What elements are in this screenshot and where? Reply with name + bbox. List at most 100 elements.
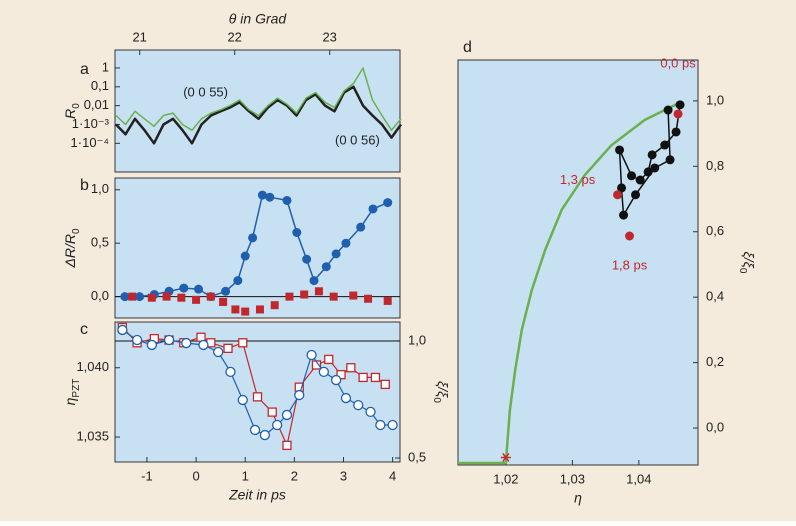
y-axis-label-text: ΔR/R: [62, 234, 78, 269]
marker: [233, 276, 243, 286]
marker: [321, 262, 331, 272]
marker: [292, 228, 302, 238]
marker: [500, 453, 511, 462]
marker: [353, 399, 364, 411]
marker: [179, 283, 189, 293]
y-tick-label: 0,6: [706, 223, 724, 238]
x-tick-label: 2: [291, 468, 298, 483]
y2-tick-label: 1,0: [408, 332, 426, 347]
marker: [665, 155, 675, 165]
y-tick-label: 1·10⁻⁴: [71, 135, 109, 150]
y-axis-label-sub: PZT: [71, 379, 82, 398]
plot-area: [114, 321, 401, 463]
marker: [375, 419, 386, 431]
marker: [324, 354, 334, 365]
marker: [383, 296, 392, 305]
marker: [128, 292, 137, 301]
panel: a 1 0,1 0,01 1·10⁻³ 1·10⁻⁴ 21 22 23 θ in Grad (0 0…: [71, 11, 403, 173]
marker: [673, 109, 683, 119]
marker: [177, 293, 186, 302]
marker: [631, 190, 641, 200]
y-axis-label: ηPZT: [62, 379, 82, 406]
marker: [309, 276, 319, 286]
plot-area: [114, 49, 401, 173]
x-tick-label: 4: [389, 468, 396, 483]
marker: [660, 140, 670, 150]
y-axis-label: R0: [62, 103, 82, 119]
marker: [281, 409, 293, 421]
marker: [341, 238, 351, 248]
marker: [267, 407, 277, 417]
marker: [231, 305, 240, 314]
y-tick-label: 1,0: [91, 181, 109, 196]
marker: [300, 290, 309, 299]
marker: [248, 233, 258, 243]
x-tick-label: 0: [192, 468, 199, 483]
annotation: (0 0 56): [335, 132, 380, 147]
marker: [314, 287, 323, 296]
marker: [272, 419, 283, 431]
marker: [162, 292, 171, 301]
marker: [249, 424, 261, 436]
y-tick-label: 1·10⁻³: [72, 116, 110, 131]
annotation: (0 0 55): [183, 84, 228, 99]
marker: [318, 366, 329, 378]
marker: [675, 100, 685, 110]
marker: [270, 301, 279, 310]
x-axis-label: η: [574, 490, 582, 506]
y-axis-label-sub: 0: [71, 103, 82, 109]
marker: [356, 222, 366, 232]
panel: b 0,0 0,5 1,0: [80, 177, 401, 319]
x-tick-label: 1,04: [626, 471, 651, 486]
y-tick-label: 1,040: [76, 359, 109, 374]
marker: [306, 349, 317, 361]
marker: [346, 363, 356, 373]
marker: [194, 284, 204, 294]
marker: [647, 150, 657, 160]
y-axis-label-text: R: [62, 109, 78, 119]
y2-tick-label: 0,5: [408, 449, 426, 464]
y-axis-label: ΔR/R0: [62, 228, 82, 269]
x-tick-label: 1: [242, 468, 249, 483]
marker: [330, 374, 342, 386]
marker: [206, 292, 215, 301]
series-line: [122, 329, 393, 436]
marker: [285, 292, 294, 301]
marker: [265, 192, 275, 202]
marker: [198, 339, 209, 351]
y2-axis-label-sub: 0: [431, 397, 442, 403]
marker: [368, 204, 378, 214]
marker: [619, 210, 629, 220]
marker: [617, 183, 627, 193]
marker: [370, 372, 381, 383]
series-line: [115, 67, 402, 131]
plot-area: [457, 59, 699, 466]
x-tick-label: 21: [132, 29, 146, 44]
marker: [615, 145, 625, 155]
marker: [358, 372, 368, 383]
marker: [120, 292, 130, 302]
marker: [241, 307, 250, 316]
marker: [282, 440, 292, 451]
marker: [219, 297, 228, 306]
marker: [147, 293, 156, 302]
y-axis-label-sub: 0: [737, 268, 748, 274]
marker: [240, 251, 250, 261]
y-tick-label: 0,0: [91, 288, 109, 303]
x-tick-label: 3: [340, 468, 347, 483]
marker: [282, 195, 292, 205]
panel-letter: a: [80, 61, 89, 78]
marker: [237, 394, 248, 406]
marker: [192, 295, 201, 304]
x-tick-label: 1,03: [560, 471, 585, 486]
marker: [252, 392, 263, 402]
marker: [213, 346, 224, 358]
y-tick-label: 0,8: [706, 158, 724, 173]
y-tick-label: 0,4: [706, 289, 724, 304]
y2-axis-label-text: ξ/ξ: [435, 381, 451, 398]
marker: [259, 429, 271, 441]
marker: [643, 167, 653, 177]
x-tick-label: 23: [322, 29, 336, 44]
y-axis-label-text: η: [62, 397, 78, 405]
